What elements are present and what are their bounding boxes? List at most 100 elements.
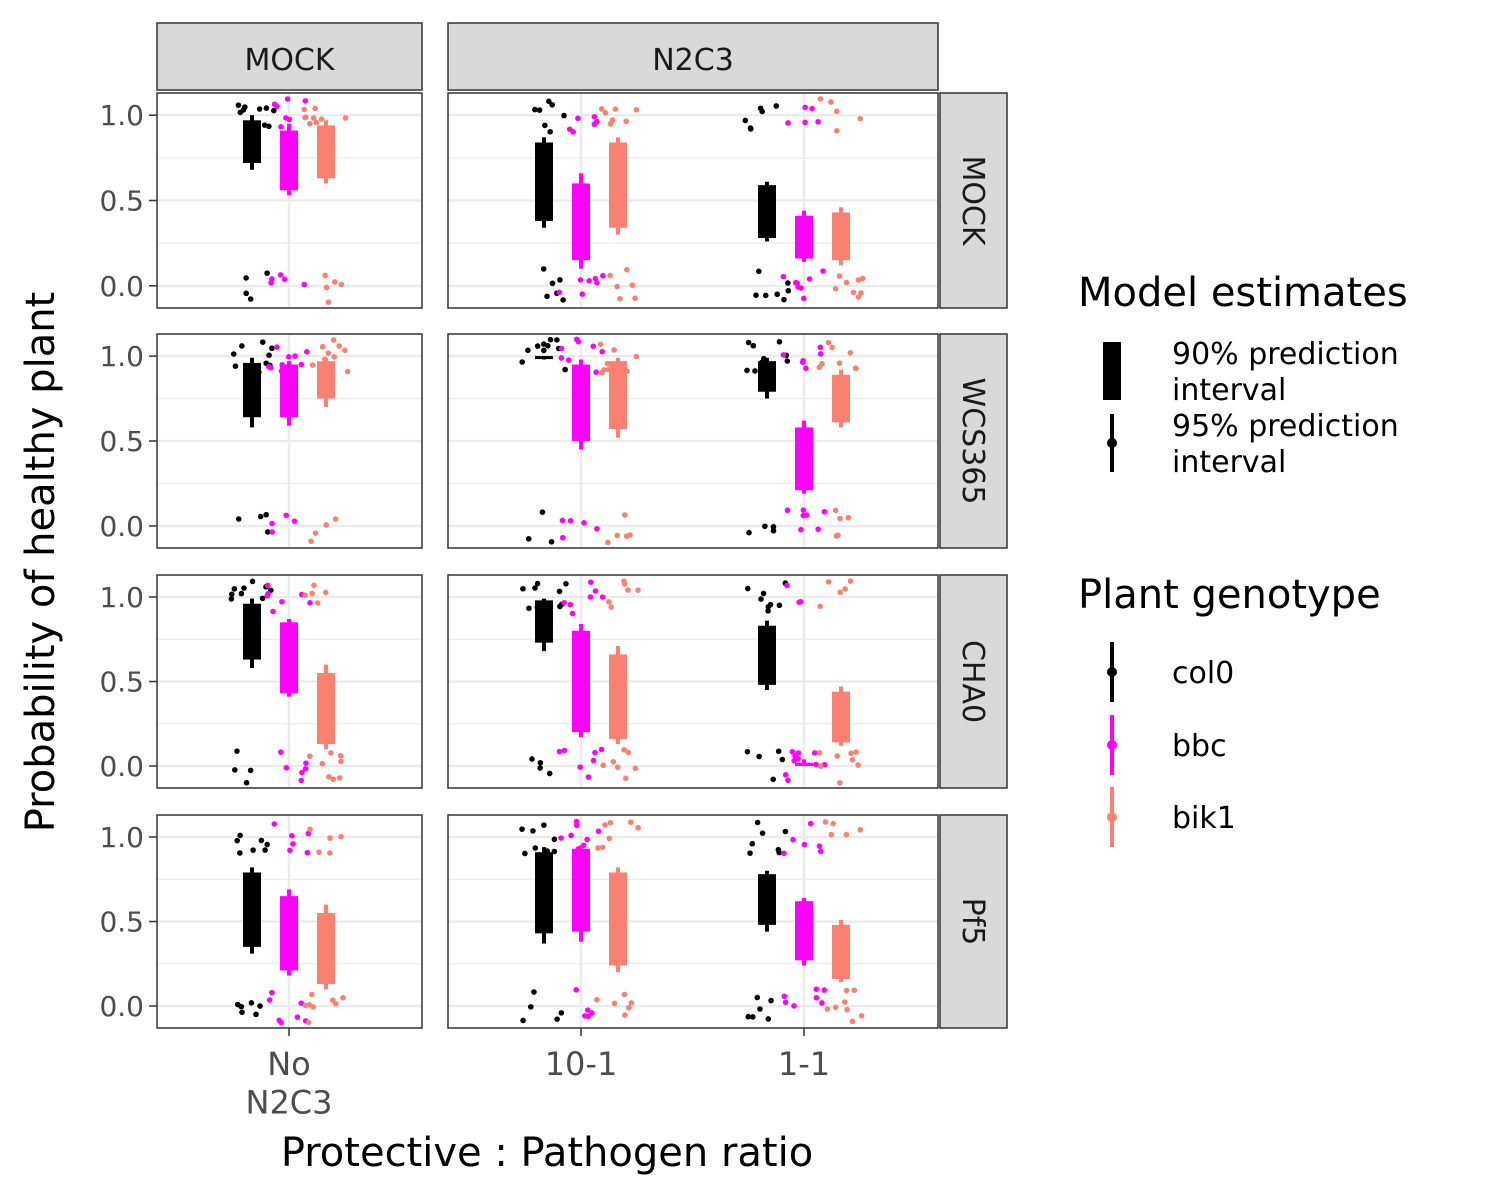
observation-dot: [554, 337, 560, 343]
observation-dot: [825, 339, 832, 346]
observation-dot: [621, 512, 628, 518]
interval-group: [742, 96, 866, 303]
observation-dot: [595, 845, 601, 851]
observation-dot: [580, 842, 587, 849]
observation-dot: [585, 1013, 592, 1020]
observation-dot: [614, 764, 621, 771]
observation-dot: [318, 116, 325, 123]
observation-dot: [749, 1014, 756, 1020]
observation-dot: [532, 845, 539, 851]
observation-dot: [809, 105, 815, 112]
interval-90-col0: [243, 120, 261, 163]
observation-dot: [331, 354, 337, 360]
observation-dot: [800, 507, 807, 513]
observation-dot: [599, 369, 605, 376]
observation-dot: [811, 750, 818, 756]
observation-dot: [765, 1016, 772, 1022]
observation-dot: [338, 833, 344, 840]
observation-dot: [234, 1001, 241, 1008]
observation-dot: [544, 293, 550, 300]
observation-dot: [591, 121, 598, 128]
interval-90-bbc: [795, 901, 813, 961]
observation-dot: [606, 599, 612, 605]
facet-strip-row-label: WCS365: [955, 378, 990, 505]
observation-dot: [780, 273, 787, 280]
x-tick-label: No N2C3: [246, 1045, 333, 1121]
observation-dot: [611, 347, 617, 353]
y-tick-label: 0.5: [99, 425, 144, 458]
observation-dot: [789, 748, 796, 755]
observation-dot: [844, 1006, 850, 1013]
observation-dot: [781, 993, 788, 1000]
observation-dot: [531, 989, 537, 995]
observation-dot: [340, 994, 346, 1001]
observation-dot: [573, 987, 580, 993]
observation-dot: [549, 280, 556, 287]
observation-dot: [532, 585, 538, 591]
observation-dot: [269, 529, 275, 535]
observation-dot: [322, 272, 328, 279]
observation-dot: [782, 999, 789, 1006]
interval-group: [519, 818, 641, 1024]
observation-dot: [328, 750, 334, 756]
interval-90-bik1: [832, 374, 850, 423]
y-tick-label: 1.0: [99, 821, 144, 854]
interval-90-bbc: [572, 364, 590, 441]
observation-dot: [837, 515, 843, 522]
interval-90-bik1: [317, 125, 335, 179]
observation-dot: [291, 518, 298, 524]
observation-dot: [623, 118, 629, 125]
observation-dot: [589, 1010, 595, 1016]
interval-90-bik1: [609, 872, 627, 966]
observation-dot: [558, 345, 565, 352]
facet-strip-col: [156, 22, 423, 91]
observation-dot: [570, 129, 576, 135]
observation-dot: [529, 756, 535, 762]
facet-strip-row-label: MOCK: [955, 155, 990, 246]
observation-dot: [228, 596, 235, 602]
observation-dot: [588, 579, 594, 586]
observation-dot: [561, 599, 568, 606]
observation-dot: [628, 1000, 635, 1006]
observation-dot: [775, 846, 782, 853]
observation-dot: [534, 343, 541, 349]
observation-dot: [598, 106, 605, 112]
observation-dot: [330, 776, 337, 783]
observation-dot: [632, 295, 638, 302]
legend-label-genotype: bbc: [1172, 729, 1227, 764]
observation-dot: [817, 763, 824, 770]
observation-dot: [599, 594, 606, 600]
interval-90-bik1: [609, 142, 627, 228]
observation-dot: [546, 770, 553, 777]
interval-90-bbc: [280, 622, 298, 694]
observation-dot: [314, 600, 321, 606]
observation-dot: [755, 268, 762, 275]
observation-dot: [813, 986, 820, 993]
observation-dot: [249, 578, 256, 585]
observation-dot: [283, 765, 290, 771]
observation-dot: [281, 276, 288, 283]
observation-dot: [607, 121, 614, 127]
observation-dot: [828, 831, 835, 838]
observation-dot: [813, 995, 820, 1001]
observation-dot: [540, 266, 547, 272]
observation-dot: [746, 529, 752, 536]
panel-border: [447, 814, 939, 1029]
observation-dot: [765, 608, 771, 614]
facet-strip-row: [939, 814, 1008, 1029]
observation-dot: [822, 819, 829, 825]
observation-dot: [581, 520, 587, 526]
observation-dot: [602, 822, 608, 828]
observation-dot: [759, 830, 766, 836]
interval-90-col0: [758, 361, 776, 392]
interval-90-bbc: [280, 364, 298, 418]
interval-group: [520, 578, 641, 782]
observation-dot: [744, 367, 750, 374]
observation-dot: [592, 588, 599, 594]
observation-dot: [784, 582, 790, 589]
observation-dot: [836, 273, 843, 279]
observation-dot: [551, 836, 558, 843]
interval-90-bik1: [317, 361, 335, 399]
observation-dot: [845, 514, 852, 521]
observation-dot: [287, 847, 293, 854]
